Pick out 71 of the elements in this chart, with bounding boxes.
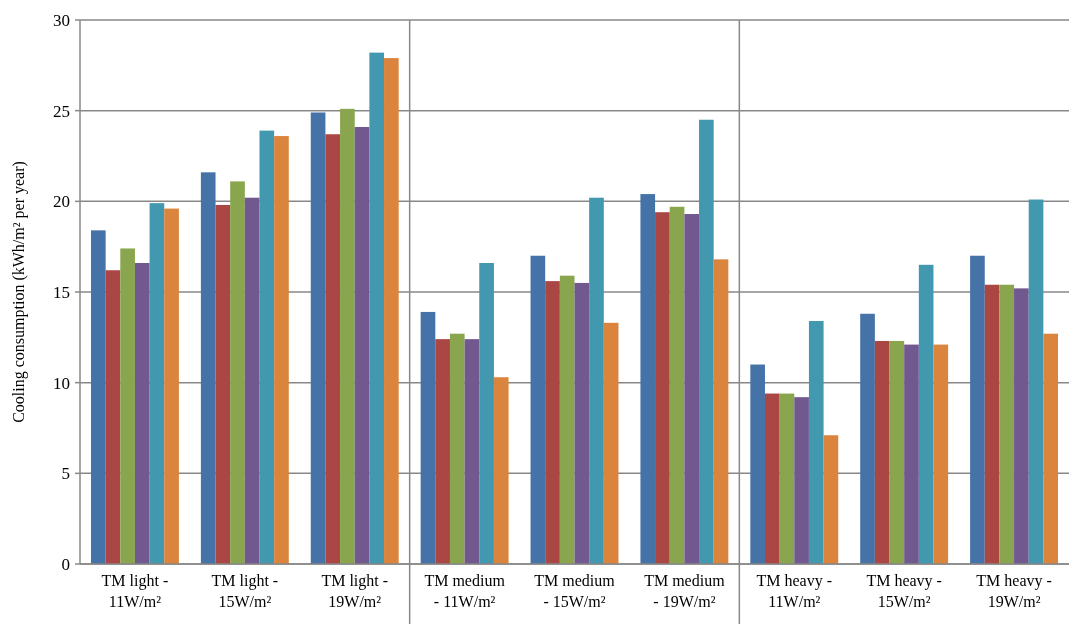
bar	[369, 52, 385, 564]
y-tick-label: 5	[61, 464, 70, 484]
bar	[603, 322, 619, 564]
bar	[874, 340, 890, 564]
bar	[530, 255, 546, 564]
bar	[1043, 333, 1059, 564]
bar	[904, 344, 919, 564]
bar	[699, 119, 714, 564]
bar	[1028, 199, 1044, 564]
x-tick-label: TM light - 19W/m²	[321, 572, 389, 610]
x-tick-label: TM medium - 11W/m²	[424, 572, 506, 610]
bar	[860, 313, 875, 564]
bar	[589, 197, 604, 564]
bar	[808, 321, 824, 564]
y-tick-label: 0	[61, 554, 70, 574]
bar	[970, 255, 985, 564]
bar	[794, 397, 809, 564]
bar	[574, 282, 590, 564]
y-tick-label: 20	[53, 192, 70, 212]
bar	[1014, 288, 1029, 564]
bar	[764, 393, 780, 564]
y-tick-label: 25	[53, 101, 70, 121]
bar	[918, 264, 934, 564]
bar	[310, 112, 326, 564]
y-tick-label: 15	[53, 282, 70, 302]
bar	[164, 208, 179, 564]
x-tick-label: TM heavy - 11W/m²	[756, 572, 833, 610]
x-tick-label: TM medium - 19W/m²	[644, 572, 726, 610]
bar	[134, 262, 150, 564]
bar	[325, 134, 341, 564]
bar	[713, 259, 729, 564]
bar	[669, 206, 685, 564]
bar	[545, 281, 560, 564]
bar	[479, 262, 494, 564]
bar	[640, 194, 656, 564]
x-tick-label: TM medium - 15W/m²	[534, 572, 616, 610]
bar	[244, 197, 260, 564]
x-tick-label: TM heavy - 19W/m²	[976, 572, 1052, 610]
bar	[120, 248, 135, 564]
bar	[105, 270, 121, 564]
bar	[984, 284, 1000, 564]
x-tick-label: TM light - 11W/m²	[101, 572, 169, 610]
x-tick-label: TM light - 15W/m²	[211, 572, 279, 610]
bar	[90, 230, 106, 564]
bar	[889, 340, 905, 564]
y-tick-label: 10	[53, 373, 70, 393]
bar	[435, 339, 450, 564]
bar	[259, 130, 275, 564]
bar	[779, 393, 795, 564]
bar	[684, 214, 700, 564]
x-tick-label: TM heavy - 15W/m²	[866, 572, 942, 610]
bar	[493, 377, 509, 564]
y-axis-title: Cooling consumption (kWh/m² per year)	[10, 161, 28, 423]
bar	[823, 435, 839, 564]
bar	[384, 58, 399, 564]
bar	[933, 344, 949, 564]
bar	[274, 136, 289, 564]
y-tick-label: 30	[53, 10, 70, 30]
bar	[420, 311, 436, 564]
bar	[354, 126, 370, 564]
bar	[750, 364, 765, 564]
bar	[999, 284, 1015, 564]
bar	[559, 275, 575, 564]
bar	[149, 203, 165, 564]
bar	[340, 108, 355, 564]
bar	[215, 204, 231, 564]
bar	[449, 333, 465, 564]
bar	[230, 181, 245, 564]
bar	[200, 172, 216, 564]
bar	[464, 339, 480, 564]
bar	[655, 212, 670, 564]
